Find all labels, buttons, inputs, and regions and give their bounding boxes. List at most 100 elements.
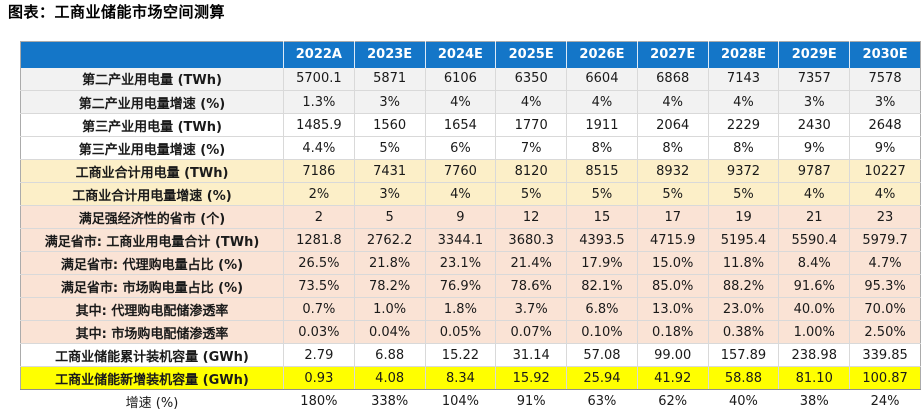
data-cell: 15.92 — [495, 366, 568, 390]
table-row: 工商业合计用电量 (TWh) 7186 7431 7760 8120 8515 8932 93… — [20, 159, 921, 183]
data-cell: 4% — [425, 182, 497, 206]
data-cell: 9% — [778, 136, 851, 160]
row-label: 工商业储能累计装机容量 (GWh) — [20, 343, 284, 367]
data-cell: 23.0% — [708, 297, 780, 321]
data-cell: 15.22 — [425, 343, 497, 367]
data-cell: 5979.7 — [849, 228, 921, 252]
data-cell: 3.7% — [495, 297, 568, 321]
data-cell: 15.0% — [637, 251, 709, 275]
table-row: 其中: 市场购电配储渗透率 0.03% 0.04% 0.05% 0.07% 0.10% 0.… — [20, 320, 921, 344]
year-column-header-2030e: 2030E — [849, 41, 921, 68]
data-cell: 21 — [778, 205, 851, 229]
data-cell: 6868 — [637, 67, 709, 91]
data-cell: 0.18% — [637, 320, 709, 344]
table-row: 工商业合计用电量增速 (%) 2% 3% 4% 5% 5% 5% 5% 4% 4% — [20, 182, 921, 206]
data-cell: 157.89 — [708, 343, 780, 367]
data-cell: 6.88 — [354, 343, 426, 367]
row-label: 增速 (%) — [20, 389, 284, 413]
data-cell: 73.5% — [283, 274, 355, 298]
table-row: 第三产业用电量增速 (%) 4.4% 5% 6% 7% 8% 8% 8% 9% 9% — [20, 136, 921, 160]
data-cell: 8120 — [495, 159, 568, 183]
data-cell: 4.7% — [849, 251, 921, 275]
data-cell: 95.3% — [849, 274, 921, 298]
data-cell: 3% — [778, 90, 851, 114]
data-cell: 5% — [637, 182, 709, 206]
table-row: 满足省市: 代理购电量占比 (%) 26.5% 21.8% 23.1% 21.4% 17.… — [20, 251, 921, 275]
data-cell: 5590.4 — [778, 228, 851, 252]
data-cell: 4% — [849, 182, 921, 206]
data-cell: 0.10% — [566, 320, 638, 344]
market-space-table: 2022A 2023E 2024E 2025E 2026E 2027E 2028E 2029E… — [20, 41, 921, 413]
data-cell: 40% — [708, 389, 779, 413]
row-label: 第三产业用电量 (TWh) — [20, 113, 284, 137]
table-row: 其中: 代理购电配储渗透率 0.7% 1.0% 1.8% 3.7% 6.8% 13.0% 23… — [20, 297, 921, 321]
data-cell: 23 — [849, 205, 921, 229]
data-cell: 21.8% — [354, 251, 426, 275]
table-row: 第二产业用电量 (TWh) 5700.1 5871 6106 6350 6604 6868 7… — [20, 67, 921, 91]
data-cell: 2064 — [637, 113, 709, 137]
data-cell: 7357 — [778, 67, 851, 91]
data-cell: 0.07% — [495, 320, 568, 344]
data-cell: 10227 — [849, 159, 921, 183]
data-cell: 38% — [778, 389, 850, 413]
data-cell: 5871 — [354, 67, 426, 91]
data-cell: 100.87 — [849, 366, 921, 390]
data-cell: 4.4% — [283, 136, 355, 160]
data-cell: 8% — [566, 136, 638, 160]
data-cell: 5 — [354, 205, 426, 229]
data-cell: 3344.1 — [425, 228, 497, 252]
data-cell: 17.9% — [566, 251, 638, 275]
data-cell: 17 — [637, 205, 709, 229]
data-cell: 88.2% — [708, 274, 780, 298]
data-cell: 7431 — [354, 159, 426, 183]
data-cell: 4% — [566, 90, 638, 114]
data-cell: 13.0% — [637, 297, 709, 321]
data-cell: 11.8% — [708, 251, 780, 275]
year-column-header-2028e: 2028E — [708, 41, 780, 68]
data-cell: 41.92 — [637, 366, 709, 390]
data-cell: 0.38% — [708, 320, 780, 344]
row-label: 满足省市: 代理购电量占比 (%) — [20, 251, 284, 275]
data-cell: 0.7% — [283, 297, 355, 321]
data-cell: 2648 — [849, 113, 921, 137]
row-label: 满足强经济性的省市 (个) — [20, 205, 284, 229]
data-cell: 4% — [495, 90, 568, 114]
data-cell: 85.0% — [637, 274, 709, 298]
data-cell: 238.98 — [778, 343, 851, 367]
data-cell: 5% — [495, 182, 568, 206]
data-cell: 15 — [566, 205, 638, 229]
row-label: 满足省市: 市场购电量占比 (%) — [20, 274, 284, 298]
data-cell: 9 — [425, 205, 497, 229]
data-cell: 2.79 — [283, 343, 355, 367]
data-cell: 26.5% — [283, 251, 355, 275]
data-cell: 4% — [708, 90, 780, 114]
data-cell: 2762.2 — [354, 228, 426, 252]
row-label: 工商业合计用电量 (TWh) — [20, 159, 284, 183]
year-column-header-2022a: 2022A — [283, 41, 355, 68]
data-cell: 4.08 — [354, 366, 426, 390]
data-cell: 9787 — [778, 159, 851, 183]
data-cell: 4715.9 — [637, 228, 709, 252]
data-cell: 7% — [495, 136, 568, 160]
row-label: 其中: 代理购电配储渗透率 — [20, 297, 284, 321]
data-cell: 1485.9 — [283, 113, 355, 137]
data-cell: 82.1% — [566, 274, 638, 298]
data-cell: 8932 — [637, 159, 709, 183]
table-header: 2022A 2023E 2024E 2025E 2026E 2027E 2028E 2029E… — [20, 41, 921, 68]
data-cell: 0.93 — [283, 366, 355, 390]
data-cell: 7186 — [283, 159, 355, 183]
data-cell: 31.14 — [495, 343, 568, 367]
data-cell: 6350 — [495, 67, 568, 91]
data-cell: 5195.4 — [708, 228, 780, 252]
row-label: 满足省市: 工商业用电量合计 (TWh) — [20, 228, 284, 252]
data-cell: 9% — [849, 136, 921, 160]
data-cell: 24% — [849, 389, 921, 413]
data-cell: 70.0% — [849, 297, 921, 321]
page-title: 图表：工商业储能市场空间测算 — [8, 3, 226, 21]
data-cell: 3% — [354, 90, 426, 114]
data-cell: 4% — [778, 182, 851, 206]
data-cell: 99.00 — [637, 343, 709, 367]
data-cell: 91% — [495, 389, 567, 413]
table-row: 工商业储能新增装机容量 (GWh) 0.93 4.08 8.34 15.92 25.94 4… — [20, 366, 921, 390]
data-cell: 7760 — [425, 159, 497, 183]
